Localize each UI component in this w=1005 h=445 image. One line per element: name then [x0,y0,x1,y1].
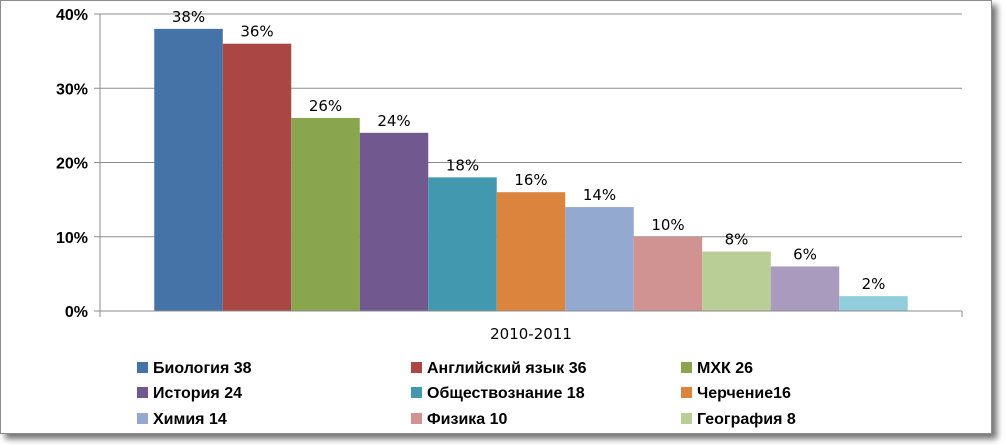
bar [839,296,908,311]
legend-entry: Английский язык 36 [427,360,587,377]
legend-swatch [411,413,422,424]
bar [633,236,703,311]
legend-entry: География 8 [697,411,796,428]
bar [291,117,360,311]
legend-entry: Биология 38 [153,360,252,377]
legend-entry: Химия 14 [153,411,227,428]
y-tick-label: 30% [56,81,88,98]
data-label: 18% [446,156,479,174]
y-tick-label: 0% [65,304,88,321]
legend-swatch [411,387,422,398]
bar [565,207,634,311]
bar [428,177,497,311]
legend-swatch [411,362,422,373]
legend-swatch [681,362,692,373]
data-label: 2% [862,275,886,293]
x-category-label: 2010-2011 [490,325,572,343]
legend-swatch [681,413,692,424]
bar [359,132,429,311]
data-label: 10% [651,216,684,234]
data-label: 6% [793,245,817,263]
data-label: 14% [583,186,616,204]
y-tick-label: 10% [56,230,88,247]
legend-entry: Черчение16 [697,385,791,402]
bar [222,43,292,311]
legend-swatch [681,387,692,398]
data-label: 38% [172,8,205,26]
data-label: 26% [309,97,342,115]
data-label: 36% [240,23,273,41]
legend-swatch [137,387,148,398]
data-label: 24% [377,112,410,130]
y-tick-label: 20% [56,156,88,173]
data-label: 8% [725,231,749,249]
bar [154,28,223,311]
y-tick-label: 40% [56,7,88,24]
bar [770,266,840,311]
legend-swatch [137,362,148,373]
legend-entry: История 24 [153,385,242,402]
bar [496,192,566,311]
data-label: 16% [514,171,547,189]
legend-swatch [137,413,148,424]
legend-entry: Обществознание 18 [427,385,585,402]
legend-entry: Физика 10 [427,411,508,428]
legend-entry: МХК 26 [697,360,753,377]
bar [702,251,771,311]
